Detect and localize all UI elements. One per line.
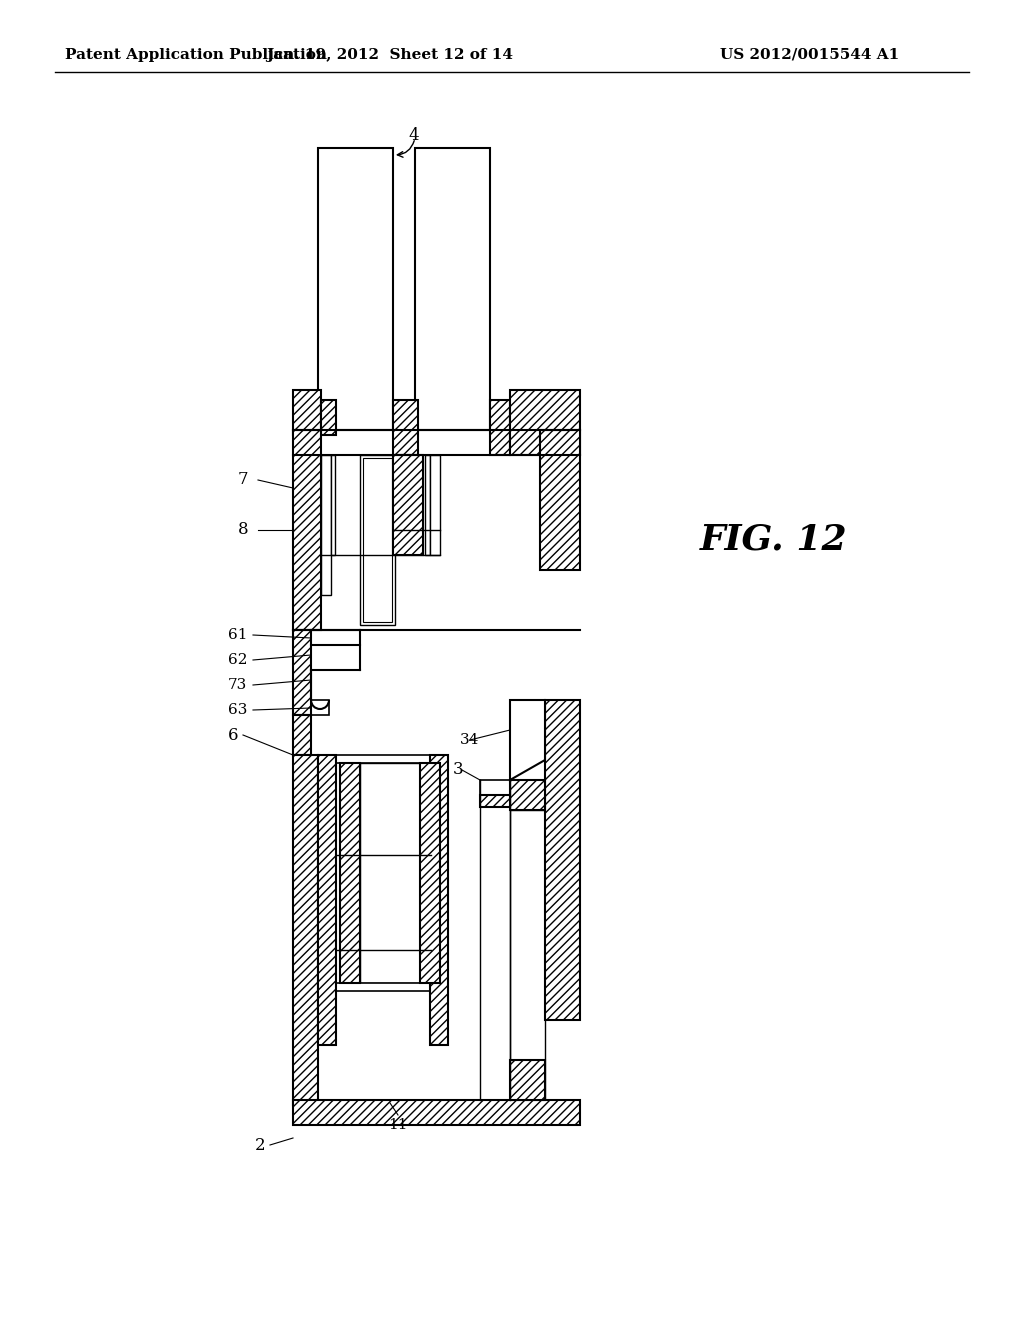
- Bar: [510, 389, 580, 455]
- Bar: [490, 400, 510, 455]
- Text: 11: 11: [388, 1118, 408, 1133]
- Polygon shape: [510, 700, 545, 780]
- Bar: [362, 458, 392, 622]
- Bar: [415, 148, 490, 430]
- Bar: [480, 780, 510, 795]
- Bar: [321, 400, 336, 436]
- Bar: [393, 455, 423, 554]
- Bar: [293, 715, 311, 755]
- Bar: [318, 148, 393, 430]
- Bar: [336, 983, 431, 991]
- Text: 7: 7: [238, 471, 249, 488]
- Text: 73: 73: [228, 678, 247, 692]
- Bar: [321, 455, 331, 595]
- Bar: [293, 755, 318, 1105]
- Text: 62: 62: [228, 653, 248, 667]
- Bar: [510, 780, 545, 810]
- Bar: [360, 763, 420, 983]
- Bar: [510, 1060, 545, 1100]
- Bar: [340, 763, 360, 983]
- Bar: [360, 455, 395, 624]
- Text: 3: 3: [453, 762, 464, 779]
- Bar: [318, 755, 336, 1045]
- Text: Jan. 19, 2012  Sheet 12 of 14: Jan. 19, 2012 Sheet 12 of 14: [266, 48, 513, 62]
- Bar: [540, 430, 580, 570]
- Bar: [430, 755, 449, 1045]
- Bar: [336, 755, 431, 763]
- Bar: [293, 389, 321, 436]
- Bar: [331, 455, 335, 554]
- Bar: [293, 630, 311, 715]
- Text: 8: 8: [238, 521, 249, 539]
- Bar: [293, 430, 321, 630]
- Text: US 2012/0015544 A1: US 2012/0015544 A1: [720, 48, 899, 62]
- Text: 61: 61: [228, 628, 248, 642]
- Bar: [425, 455, 430, 554]
- Bar: [510, 810, 545, 1100]
- Bar: [311, 700, 329, 715]
- Text: 34: 34: [460, 733, 479, 747]
- Text: FIG. 12: FIG. 12: [700, 523, 848, 557]
- Text: Patent Application Publication: Patent Application Publication: [65, 48, 327, 62]
- Bar: [293, 1100, 580, 1125]
- Text: 4: 4: [408, 127, 419, 144]
- Text: 63: 63: [228, 704, 248, 717]
- Bar: [430, 455, 440, 554]
- Bar: [393, 400, 418, 455]
- Bar: [420, 763, 440, 983]
- Text: 2: 2: [255, 1137, 265, 1154]
- Text: 6: 6: [228, 726, 239, 743]
- Bar: [545, 700, 580, 1020]
- Bar: [480, 795, 510, 807]
